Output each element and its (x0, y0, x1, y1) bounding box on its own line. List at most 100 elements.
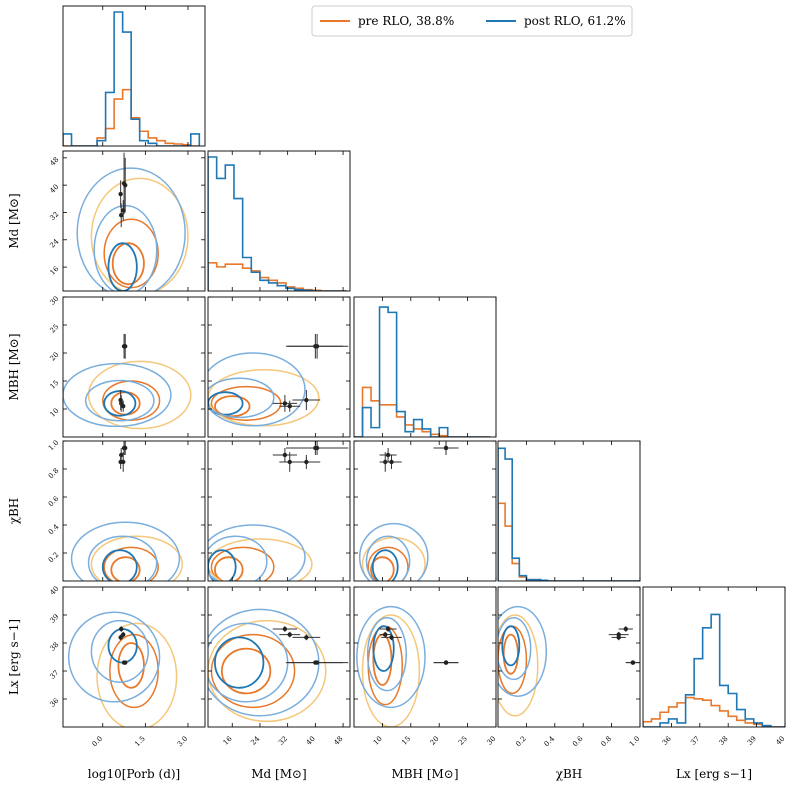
x-tick-label: 38 (718, 735, 730, 747)
obs-point (304, 397, 309, 403)
y-tick-label: 40 (48, 183, 60, 195)
hist-logP (63, 11, 201, 146)
contour-post (87, 535, 158, 581)
panel-frame (353, 440, 497, 582)
obs-point (313, 445, 318, 451)
x-axis-label-MBH: MBH [M⊙] (391, 767, 458, 781)
hist-post-Md (208, 156, 347, 291)
panel-MBH|logP (63, 333, 192, 430)
obs-point (118, 191, 123, 197)
x-tick-label: 20 (429, 735, 441, 747)
y-axis-label-Lx: Lx [erg s−1] (7, 619, 21, 695)
contour-pre (210, 546, 275, 581)
x-tick-label: 40 (774, 735, 786, 747)
obs-point (119, 212, 124, 218)
contour-post (501, 625, 521, 667)
obs-point (389, 459, 394, 465)
y-tick-label: 15 (48, 379, 60, 391)
contour-post (208, 391, 244, 416)
contour-pre (110, 556, 141, 581)
legend-label-pre: pre RLO, 38.8% (358, 14, 454, 28)
contour-pre (370, 556, 395, 581)
y-tick-label: 36 (48, 696, 60, 708)
x-tick-label: 0.8 (599, 735, 613, 749)
contour-post (70, 521, 181, 581)
contour-pre (103, 546, 159, 581)
x-tick-label: 16 (222, 734, 234, 746)
panel-chi|Md (208, 441, 349, 581)
contour-post (208, 377, 275, 419)
x-tick-label: 0.6 (571, 734, 585, 748)
contour-pre (208, 619, 327, 723)
y-tick-label: 0.2 (47, 551, 61, 565)
contour-pre (498, 625, 528, 695)
y-tick-label: 37 (48, 669, 60, 681)
y-axis-label-Md: Md [M⊙] (7, 193, 21, 249)
x-tick-label: 10 (372, 735, 384, 747)
hist-post-Lx (643, 613, 785, 727)
contour-post (90, 619, 149, 683)
y-tick-label: 30 (48, 295, 60, 307)
x-tick-label: 36 (661, 734, 673, 746)
panel-frame (62, 5, 206, 147)
y-tick-label: 39 (48, 613, 60, 625)
contour-pre (361, 614, 421, 727)
y-tick-label: 40 (48, 585, 60, 597)
x-tick-label: 0.4 (543, 734, 557, 748)
contour-post (498, 605, 548, 697)
y-tick-label: 10 (48, 407, 60, 419)
panel-MBH|Md (208, 333, 349, 427)
contour-pre (220, 647, 272, 695)
contour-pre (214, 395, 251, 418)
obs-point (118, 459, 123, 465)
y-tick-label: 0.8 (47, 467, 61, 481)
panel-chi|logP (70, 441, 184, 581)
contour-post (372, 625, 395, 672)
contour-post (208, 549, 237, 581)
panel-chi|MBH (358, 441, 459, 581)
panel-frame (207, 150, 351, 292)
legend-frame (311, 5, 633, 37)
obs-point (122, 182, 128, 188)
x-tick-label: 0.2 (514, 735, 528, 749)
contour-pre (502, 633, 519, 675)
obs-point (119, 626, 124, 632)
contour-post (208, 352, 306, 427)
x-axis-label-Lx: Lx [erg s−1] (676, 767, 752, 781)
x-axis-label-Md: Md [M⊙] (251, 767, 307, 781)
panel-Lx|Md (208, 608, 349, 723)
panel-frame (207, 296, 351, 438)
contour-pre (90, 535, 184, 581)
contour-post (371, 549, 399, 581)
contour-pre (96, 622, 178, 727)
panel-frame (207, 586, 351, 728)
contour-post (84, 379, 155, 422)
legend: pre RLO, 38.8% post RLO, 61.2% (311, 5, 633, 37)
y-tick-label: 16 (48, 264, 60, 276)
contour-pre (214, 556, 244, 581)
panels: 36 37 38 39 40 16 24 32 40 48 10 15 20 25 30 0.2 0.4 0.6 0… (7, 5, 786, 781)
y-tick-label: 38 (48, 641, 60, 653)
panel-frame (207, 440, 351, 582)
y-tick-label: 48 (48, 156, 60, 168)
contour-post (498, 617, 532, 681)
contour-post (358, 522, 429, 581)
panel-frame (353, 296, 497, 438)
obs-point (282, 401, 288, 406)
contour-pre (367, 546, 409, 581)
y-axis-label-chi: χBH (7, 498, 21, 525)
x-tick-label: 39 (746, 735, 758, 747)
obs-point (287, 632, 292, 637)
obs-point (443, 445, 449, 451)
x-axis-label-logP: log10[Porb (d)] (88, 767, 180, 781)
obs-point (282, 452, 288, 458)
hist-chi (498, 447, 640, 581)
obs-point (287, 404, 292, 409)
x-tick-label: 0.0 (91, 735, 105, 749)
panel-frame (642, 586, 786, 728)
hist-pre-Md (208, 262, 347, 291)
contour-post (107, 242, 138, 291)
obs-point (119, 452, 124, 458)
obs-point (287, 459, 292, 465)
